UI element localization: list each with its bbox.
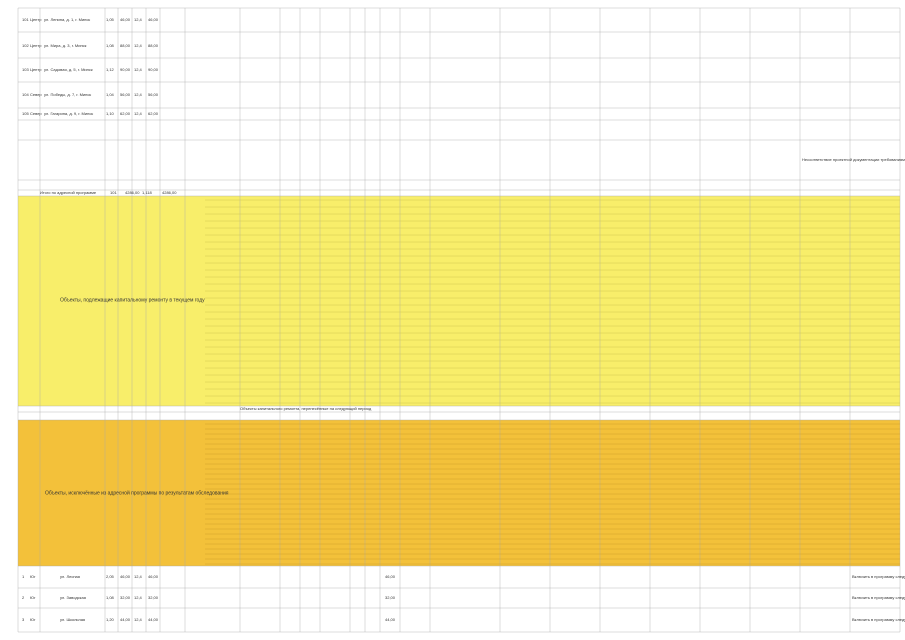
cell-value: 2,05 — [106, 574, 115, 579]
band-label: Объекты, исключённые из адресной програм… — [45, 489, 229, 496]
divider-label: Объекты капитального ремонта, перенесённ… — [240, 406, 372, 411]
cell-value: 1,12 — [106, 67, 115, 72]
cell-value: 32,00 — [120, 595, 131, 600]
cell-value: 56,00 — [120, 92, 131, 97]
address: ул. Мира, д. 3, г. Минск — [44, 43, 87, 48]
cell-value: 90,00 — [148, 67, 159, 72]
address: ул. Садовая, д. 5, г. Минск — [44, 67, 93, 72]
cell-value: 44,00 — [148, 617, 159, 622]
cell-value: 46,00 — [148, 17, 159, 22]
cell-value: 62,00 — [120, 111, 131, 116]
district: Север — [30, 111, 42, 116]
cell-value: 62,00 — [148, 111, 159, 116]
row-number: 103 — [22, 67, 29, 72]
cell-value: 12,4 — [134, 67, 143, 72]
district: Центр — [30, 43, 42, 48]
address: ул. Лесная — [60, 574, 80, 579]
row-number: 105 — [22, 111, 29, 116]
district: Юг — [30, 617, 36, 622]
band-label: Объекты, подлежащие капитальному ремонту… — [60, 297, 205, 303]
district: Юг — [30, 595, 36, 600]
cell-value: 44,00 — [120, 617, 131, 622]
row-number: 2 — [22, 595, 25, 600]
cell-value: 1,20 — [106, 617, 115, 622]
address: ул. Ленина, д. 1, г. Минск — [44, 17, 90, 22]
note: Включить в программу следующего года — [852, 574, 905, 579]
note: Включить в программу следующего года — [852, 595, 905, 600]
yellow-band — [18, 196, 900, 406]
cell-value: 46,00 — [148, 574, 159, 579]
address: ул. Заводская — [60, 595, 86, 600]
cell-value: 1,08 — [106, 43, 115, 48]
cell-value: 1,04 — [106, 92, 115, 97]
row-number: 104 — [22, 92, 29, 97]
district: Север — [30, 92, 42, 97]
summary-value: 4286,00 — [162, 190, 177, 195]
orange-band — [18, 420, 900, 566]
row-total: 46,00 — [385, 574, 396, 579]
cell-value: 90,00 — [120, 67, 131, 72]
row-total: 44,00 — [385, 617, 396, 622]
district: Юг — [30, 574, 36, 579]
cell-value: 12,4 — [134, 111, 143, 116]
summary-value: 1,118 — [142, 190, 152, 195]
cell-value: 46,00 — [120, 17, 131, 22]
cell-value: 56,00 — [148, 92, 159, 97]
cell-value: 12,4 — [134, 17, 143, 22]
cell-value: 32,00 — [148, 595, 159, 600]
summary-value: 101 — [110, 190, 117, 195]
row-total: 32,00 — [385, 595, 396, 600]
address: ул. Школьная — [60, 617, 85, 622]
note: Несоответствие проектной документации тр… — [802, 157, 905, 162]
row-number: 1 — [22, 574, 25, 579]
cell-value: 1,10 — [106, 111, 115, 116]
cell-value: 12,4 — [134, 595, 143, 600]
cell-value: 12,4 — [134, 574, 143, 579]
address: ул. Победы, д. 7, г. Минск — [44, 92, 91, 97]
address: ул. Гагарина, д. 9, г. Минск — [44, 111, 93, 116]
cell-value: 1,05 — [106, 17, 115, 22]
summary-label: Итого по адресной программе — [40, 190, 97, 195]
district: Центр — [30, 67, 42, 72]
district: Центр — [30, 17, 42, 22]
note: Включить в программу следующего года — [852, 617, 905, 622]
cell-value: 88,00 — [120, 43, 131, 48]
row-number: 101 — [22, 17, 29, 22]
summary-value: 4286,00 — [125, 190, 140, 195]
cell-value: 88,00 — [148, 43, 159, 48]
cell-value: 12,4 — [134, 617, 143, 622]
row-number: 3 — [22, 617, 25, 622]
cell-value: 12,4 — [134, 92, 143, 97]
cell-value: 12,4 — [134, 43, 143, 48]
row-number: 102 — [22, 43, 29, 48]
cell-value: 46,00 — [120, 574, 131, 579]
cell-value: 1,08 — [106, 595, 115, 600]
